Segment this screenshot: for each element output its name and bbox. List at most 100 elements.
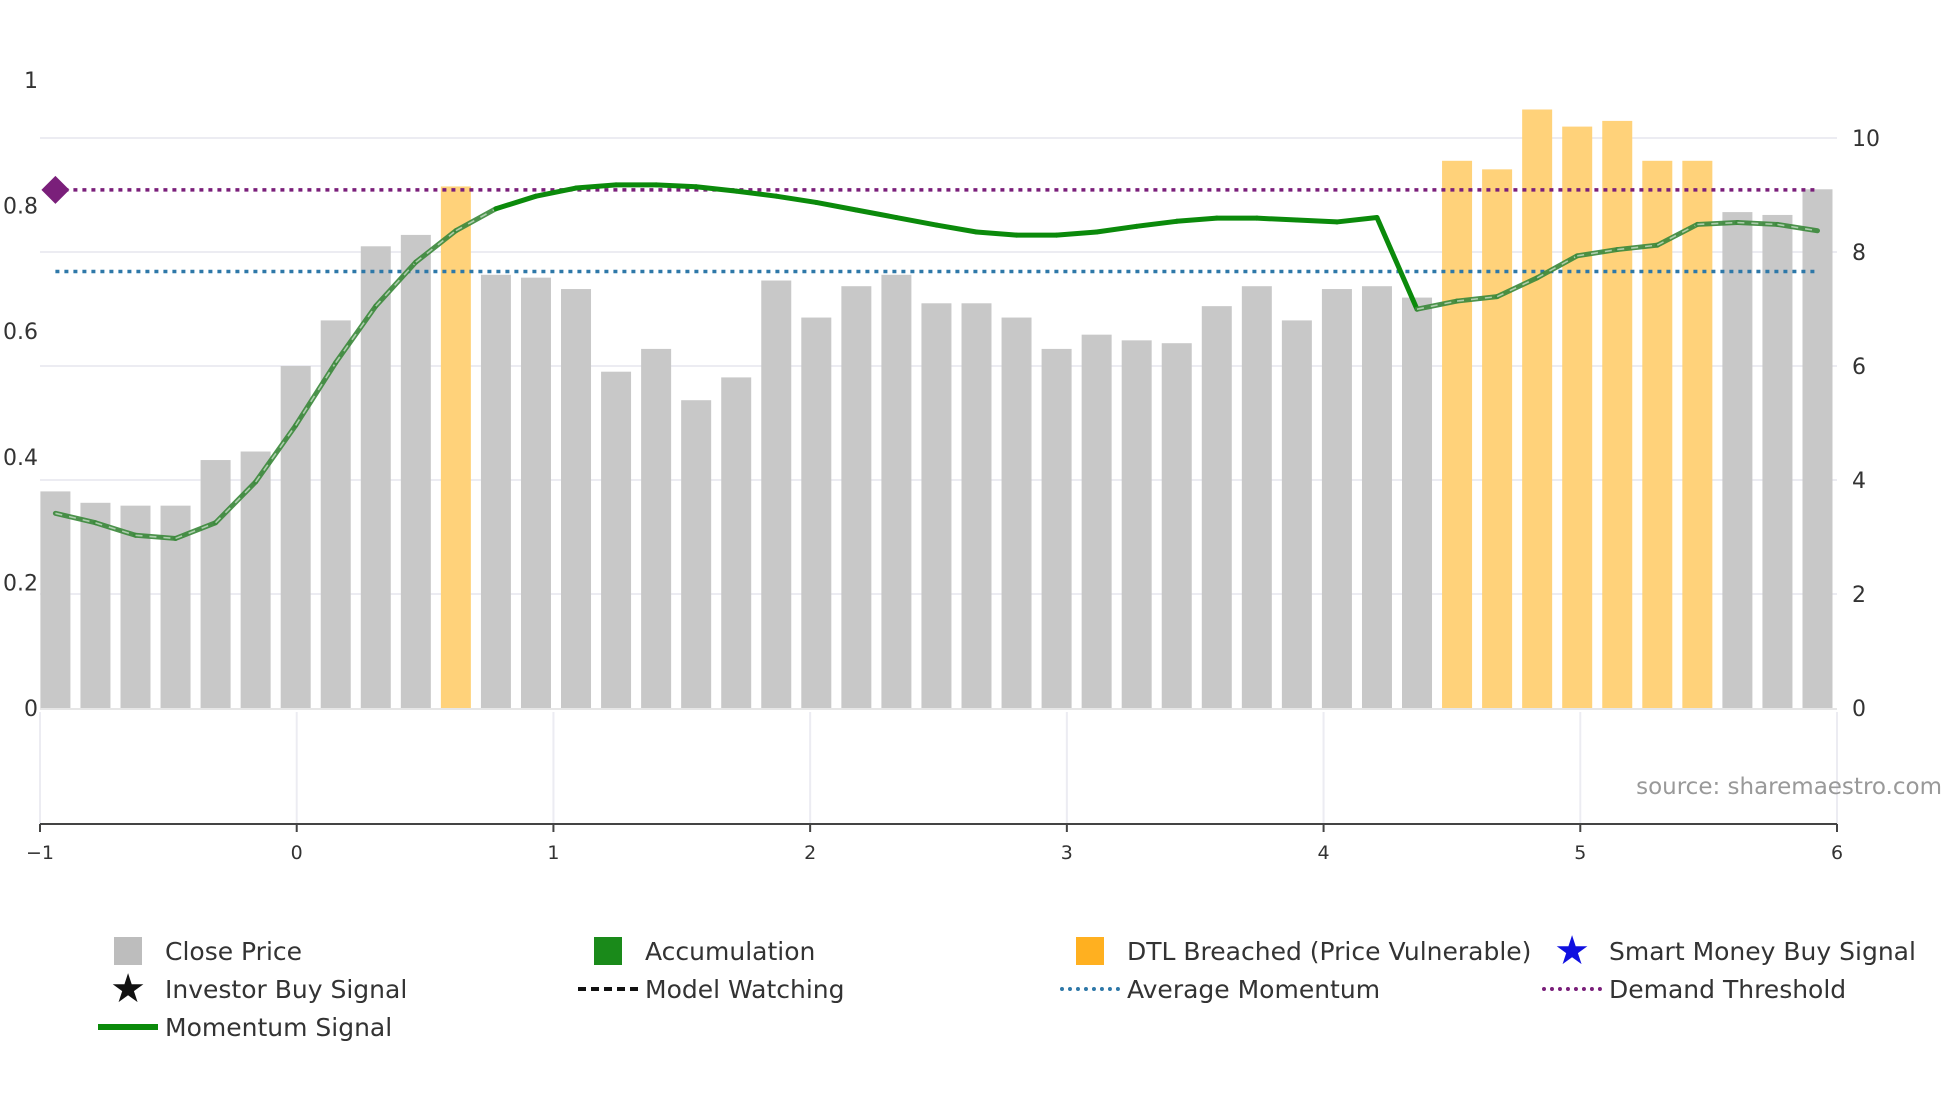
- model-watching-overlay: [415, 230, 457, 263]
- close-price-bar: [801, 317, 832, 708]
- momentum-segment: [853, 207, 899, 221]
- close-price-bar: [601, 371, 632, 708]
- left-tick-label: 0.8: [3, 195, 38, 220]
- x-tick-label: 6: [1831, 842, 1843, 864]
- x-tick-label: 4: [1318, 842, 1330, 864]
- right-tick-label: 2: [1852, 583, 1866, 608]
- momentum-segment: [1294, 217, 1340, 225]
- left-tick-label: 0: [24, 697, 38, 722]
- model-watching-overlay: [1416, 300, 1458, 311]
- close-price-bar: [1241, 286, 1272, 708]
- momentum-segment: [1134, 218, 1180, 229]
- close-price-bar: [80, 502, 111, 708]
- close-price-bar: [520, 277, 551, 708]
- momentum-segment: [1334, 215, 1380, 225]
- right-axis: 0 2 4 6 8 10: [1852, 127, 1880, 722]
- close-price-bar: [480, 274, 511, 708]
- close-price-bar: [1001, 317, 1032, 708]
- close-price-bar: [761, 280, 792, 708]
- close-price-bar: [841, 286, 872, 708]
- x-tick-label: 5: [1574, 842, 1586, 864]
- close-price-bar: [40, 491, 71, 708]
- reference-lines: [55, 188, 1818, 274]
- left-tick-label: 1: [24, 69, 38, 94]
- model-watching-overlay: [1456, 295, 1498, 302]
- close-price-bars: [40, 109, 1833, 709]
- left-tick-label: 0.4: [3, 446, 38, 471]
- momentum-segment: [1534, 253, 1580, 281]
- x-tick-label: 3: [1061, 842, 1073, 864]
- close-price-bar: [1361, 286, 1392, 708]
- model-watching-overlay: [1577, 248, 1618, 257]
- close-price-bar: [1802, 189, 1833, 709]
- model-watching-overlay: [215, 481, 257, 524]
- left-tick-label: 0.6: [3, 320, 38, 345]
- right-tick-label: 4: [1852, 469, 1866, 494]
- x-tick-label: 2: [804, 842, 816, 864]
- momentum-segment: [893, 215, 939, 228]
- model-watching-overlay: [335, 305, 377, 364]
- close-price-bar: [440, 186, 471, 708]
- model-watching-overlay: [1617, 244, 1658, 251]
- left-axis: 0 0.2 0.4 0.6 0.8 1: [3, 69, 38, 722]
- close-price-bar: [1201, 306, 1232, 708]
- close-price-bar: [400, 234, 431, 708]
- model-watching-overlay: [254, 424, 297, 483]
- close-price-bar: [360, 246, 391, 709]
- momentum-segment: [1094, 223, 1140, 235]
- close-price-bar: [1081, 334, 1112, 708]
- momentum-segment: [1254, 215, 1300, 223]
- close-price-bar: [1161, 343, 1192, 708]
- momentum-segment: [173, 520, 219, 541]
- momentum-segment: [1654, 221, 1700, 248]
- close-price-bar: [681, 400, 712, 708]
- close-price-bar: [280, 366, 311, 708]
- right-tick-label: 0: [1852, 697, 1866, 722]
- model-watching-overlay: [1697, 221, 1738, 226]
- close-price-bar: [1522, 109, 1553, 708]
- model-watching-overlay: [95, 521, 136, 537]
- right-tick-label: 6: [1852, 355, 1866, 380]
- close-price-bar: [1482, 169, 1513, 709]
- model-watching-overlay: [375, 261, 417, 307]
- momentum-segment: [693, 184, 739, 194]
- momentum-segment: [453, 206, 499, 234]
- close-price-bar: [1762, 214, 1793, 708]
- model-watching-overlay: [1777, 223, 1818, 232]
- markers: [41, 175, 70, 204]
- close-price-bar: [881, 274, 912, 708]
- close-price-bar: [1321, 289, 1352, 708]
- momentum-segment: [1494, 275, 1540, 300]
- close-price-bar: [921, 303, 952, 708]
- close-price-bar: [641, 348, 672, 708]
- x-tick-label: −1: [26, 842, 54, 864]
- close-price-bar: [1722, 212, 1753, 708]
- momentum-segment: [1174, 215, 1220, 224]
- momentum-segment: [653, 182, 699, 190]
- close-price-bar: [961, 303, 992, 708]
- close-price-bar: [1121, 340, 1152, 708]
- momentum-segment: [933, 222, 979, 235]
- momentum-segment: [773, 193, 819, 205]
- model-watching-overlay: [135, 534, 176, 540]
- momentum-segment: [533, 185, 579, 199]
- momentum-signal-line: [52, 182, 1820, 541]
- model-watching-overlay: [295, 362, 337, 426]
- left-tick-label: 0.2: [3, 571, 38, 596]
- close-price-bar: [1682, 160, 1713, 709]
- x-tick-label: 1: [547, 842, 559, 864]
- close-price-bar: [1041, 348, 1072, 708]
- close-price-bar: [1281, 320, 1312, 708]
- momentum-segment: [973, 229, 1020, 238]
- close-price-bar: [120, 505, 151, 708]
- right-tick-label: 8: [1852, 241, 1866, 266]
- momentum-segment: [1054, 229, 1100, 238]
- close-price-bar: [1562, 126, 1593, 709]
- x-tick-label: 0: [291, 842, 303, 864]
- momentum-segment: [813, 199, 859, 213]
- close-price-bar: [1402, 297, 1433, 708]
- close-price-bar: [1442, 160, 1473, 709]
- close-price-bar: [200, 460, 231, 708]
- model-watching-overlay: [1737, 221, 1778, 226]
